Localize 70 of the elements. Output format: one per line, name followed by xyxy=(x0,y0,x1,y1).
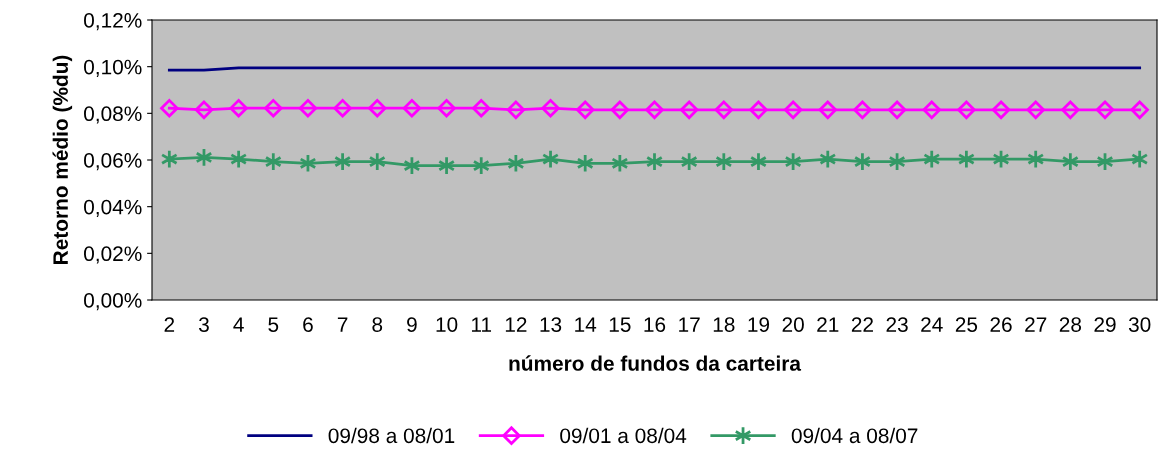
legend-label: 09/04 a 08/07 xyxy=(791,427,918,444)
legend-label: 09/01 a 08/04 xyxy=(560,427,687,444)
x-tick-label: 9 xyxy=(407,317,417,332)
x-tick-label: 5 xyxy=(268,317,279,332)
x-axis-title: número de fundos da carteira xyxy=(509,355,802,371)
point xyxy=(783,100,803,120)
y-tick-label: 0,02% xyxy=(84,246,142,264)
point xyxy=(679,100,699,120)
x-tick-label: 28 xyxy=(1059,317,1082,332)
x-tick-label: 2 xyxy=(164,317,175,332)
point xyxy=(1026,100,1045,120)
x-tick-label: 22 xyxy=(851,317,873,332)
x-tick-label: 21 xyxy=(817,317,839,332)
x-tick-label: 12 xyxy=(505,317,527,332)
point xyxy=(264,98,283,118)
y-tick-label: 0,06% xyxy=(84,153,142,171)
point xyxy=(194,100,214,120)
x-tick-label: 6 xyxy=(303,317,313,332)
point xyxy=(402,98,422,118)
x-tick-label: 8 xyxy=(372,317,383,332)
y-axis-title: Retorno médio (%du) xyxy=(52,55,73,264)
point xyxy=(298,98,318,118)
point xyxy=(991,100,1011,120)
x-tick-label: 13 xyxy=(540,317,562,332)
point xyxy=(1130,100,1149,120)
x-tick-label: 14 xyxy=(575,317,597,332)
legend-label: 09/98 a 08/01 xyxy=(328,427,455,444)
x-tick-label: 30 xyxy=(1128,317,1151,332)
point xyxy=(714,100,734,120)
point xyxy=(160,98,179,118)
y-tick-label: 0,04% xyxy=(84,199,142,217)
point xyxy=(575,100,595,120)
x-tick-label: 4 xyxy=(233,317,244,332)
point xyxy=(645,100,664,120)
point xyxy=(853,100,872,120)
point xyxy=(506,100,526,120)
point xyxy=(229,98,248,118)
x-tick-label: 29 xyxy=(1094,317,1116,332)
x-tick-label: 11 xyxy=(472,317,492,332)
x-tick-label: 18 xyxy=(713,317,735,332)
point xyxy=(957,100,976,120)
x-tick-label: 27 xyxy=(1025,317,1047,332)
x-tick-label: 16 xyxy=(644,317,666,332)
y-tick-label: 0,10% xyxy=(84,59,142,77)
point xyxy=(610,100,630,120)
point xyxy=(368,98,387,118)
point xyxy=(471,98,491,118)
y-tick-label: 0,08% xyxy=(84,106,142,124)
x-tick-label: 3 xyxy=(198,317,209,332)
point xyxy=(1095,100,1115,120)
x-tick-label: 25 xyxy=(955,317,978,332)
y-tick-label: 0,12% xyxy=(84,13,142,31)
x-tick-label: 24 xyxy=(921,317,943,332)
point xyxy=(922,100,941,120)
y-tick-label: 0,00% xyxy=(84,293,142,311)
point xyxy=(437,98,456,118)
x-tick-label: 7 xyxy=(337,317,348,332)
x-tick-label: 23 xyxy=(886,317,908,332)
point xyxy=(749,100,768,120)
x-tick-label: 17 xyxy=(679,317,700,332)
point xyxy=(541,98,560,118)
x-tick-label: 10 xyxy=(436,317,458,332)
x-tick-label: 26 xyxy=(990,317,1012,332)
x-tick-label: 20 xyxy=(782,317,804,332)
point xyxy=(1061,100,1080,120)
x-tick-label: 19 xyxy=(748,317,770,332)
point xyxy=(818,100,838,120)
x-tick-label: 15 xyxy=(609,317,631,332)
point xyxy=(887,100,907,120)
point xyxy=(333,98,352,118)
